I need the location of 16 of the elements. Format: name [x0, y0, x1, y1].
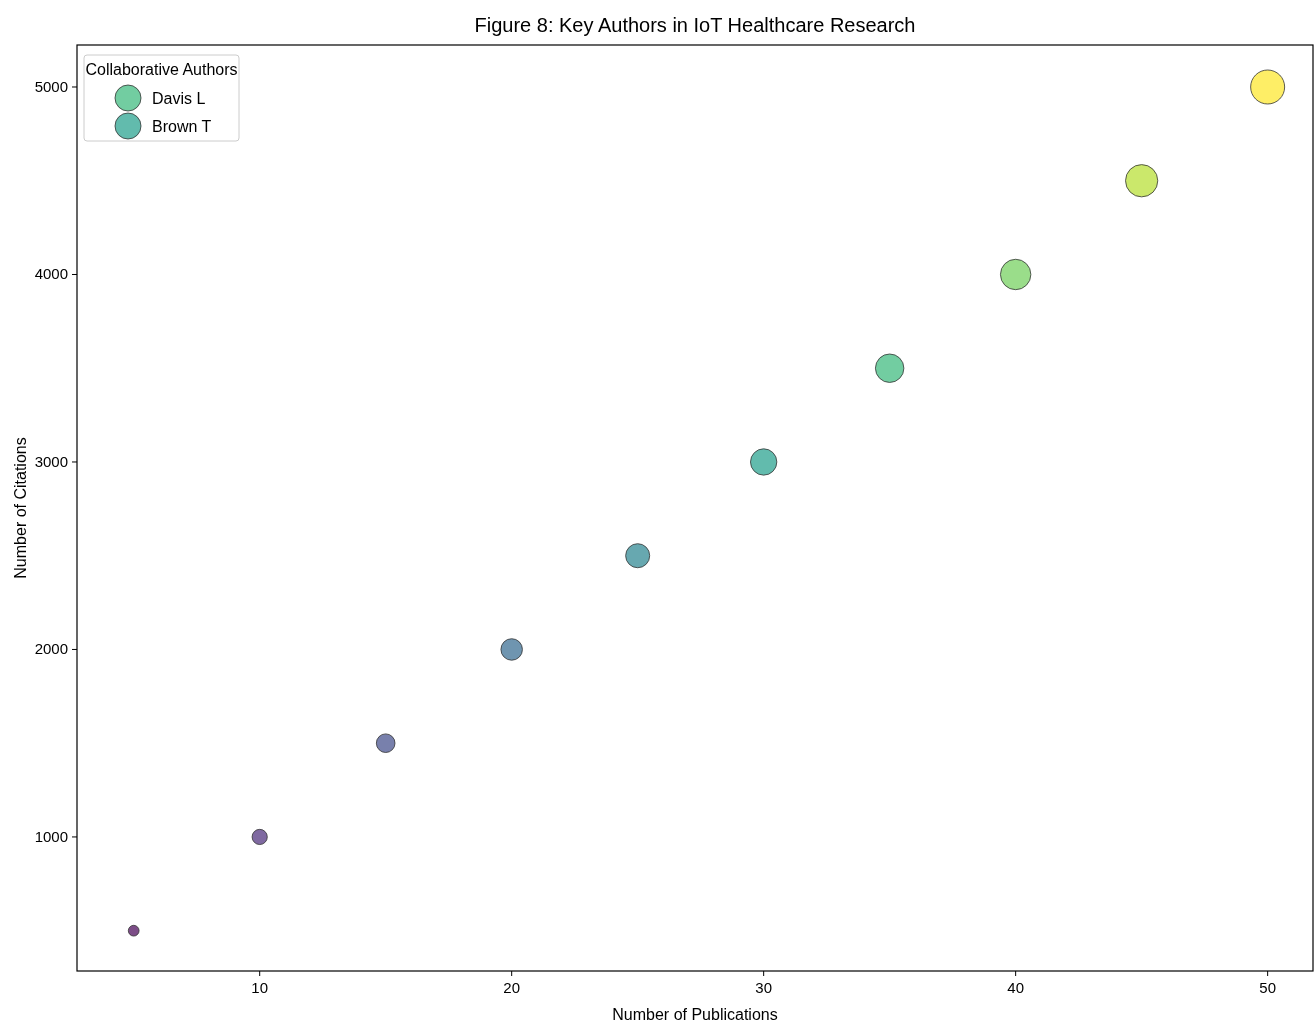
y-tick-label: 4000 [34, 265, 68, 283]
chart-title: Figure 8: Key Authors in IoT Healthcare Research [474, 14, 916, 36]
legend-label: Brown T [152, 118, 212, 135]
x-tick-label: 30 [755, 979, 773, 996]
x-axis-title: Number of Publications [612, 1006, 778, 1023]
y-tick-label: 5000 [34, 78, 68, 95]
x-tick-label: 50 [1259, 979, 1276, 996]
y-axis-title: Number of Citations [12, 437, 29, 579]
y-tick-label: 3000 [34, 452, 68, 470]
x-tick-label: 10 [251, 979, 269, 996]
legend-title: Collaborative Authors [85, 61, 238, 78]
y-tick-label: 1000 [34, 827, 68, 845]
legend-label: Davis L [152, 90, 206, 107]
x-tick-label: 40 [1007, 979, 1024, 996]
x-tick-label: 20 [503, 979, 521, 996]
y-tick-label: 2000 [34, 640, 68, 658]
